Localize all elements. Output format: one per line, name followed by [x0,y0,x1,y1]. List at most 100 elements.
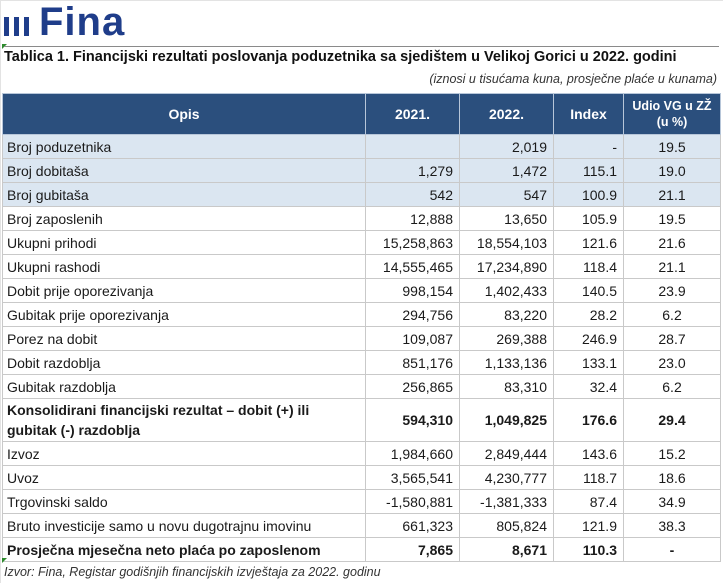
cell-2021[interactable]: 1,984,660 [365,441,460,466]
cell-udio[interactable]: 38.3 [623,513,721,538]
cell-index[interactable]: 118.4 [553,254,624,279]
cell-2022[interactable]: 1,133,136 [459,350,554,375]
cell-2021[interactable]: 998,154 [365,278,460,303]
cell-2021[interactable]: 15,258,863 [365,230,460,255]
cell-2022[interactable]: 17,234,890 [459,254,554,279]
cell-index[interactable]: 87.4 [553,489,624,514]
cell-udio[interactable]: 6.2 [623,302,721,327]
cell-index[interactable]: 28.2 [553,302,624,327]
cell-index[interactable]: 133.1 [553,350,624,375]
cell-2022[interactable]: 1,049,825 [459,398,554,442]
cell-opis[interactable]: Prosječna mjesečna neto plaća po zaposle… [2,537,366,562]
cell-udio[interactable]: 29.4 [623,398,721,442]
cell-2022[interactable]: 805,824 [459,513,554,538]
cell-opis[interactable]: Broj dobitaša [2,158,366,183]
table-row: Broj dobitaša 1,279 1,472 115.1 19.0 [2,158,721,183]
cell-2022[interactable]: 547 [459,182,554,207]
cell-index[interactable]: 105.9 [553,206,624,231]
table-row: Konsolidirani financijski rezultat – dob… [2,398,721,442]
cell-opis[interactable]: Gubitak prije oporezivanja [2,302,366,327]
cell-udio[interactable]: 23.9 [623,278,721,303]
cell-index[interactable]: 121.6 [553,230,624,255]
cell-udio[interactable]: - [623,537,721,562]
cell-2021[interactable]: 1,279 [365,158,460,183]
cell-opis[interactable]: Dobit prije oporezivanja [2,278,366,303]
cell-index[interactable]: 143.6 [553,441,624,466]
cell-opis[interactable]: Gubitak razdoblja [2,374,366,399]
cell-opis[interactable]: Izvoz [2,441,366,466]
cell-opis[interactable]: Porez na dobit [2,326,366,351]
cell-opis[interactable]: Ukupni rashodi [2,254,366,279]
cell-index[interactable]: 246.9 [553,326,624,351]
cell-2021[interactable]: 542 [365,182,460,207]
cell-2021[interactable]: 7,865 [365,537,460,562]
cell-2022[interactable]: 1,472 [459,158,554,183]
cell-udio[interactable]: 15.2 [623,441,721,466]
cell-opis[interactable]: Bruto investicije samo u novu dugotrajnu… [2,513,366,538]
cell-2021[interactable]: 109,087 [365,326,460,351]
cell-opis[interactable]: Trgovinski saldo [2,489,366,514]
cell-2022[interactable]: 18,554,103 [459,230,554,255]
cell-2021[interactable]: 3,565,541 [365,465,460,490]
cell-udio[interactable]: 6.2 [623,374,721,399]
cell-2021[interactable]: 594,310 [365,398,460,442]
cell-index[interactable]: 100.9 [553,182,624,207]
cell-2021[interactable] [365,134,460,159]
cell-opis[interactable]: Dobit razdoblja [2,350,366,375]
cell-index[interactable]: 176.6 [553,398,624,442]
cell-2021[interactable]: 661,323 [365,513,460,538]
cell-2021[interactable]: 256,865 [365,374,460,399]
cell-udio[interactable]: 21.6 [623,230,721,255]
cell-2021[interactable]: 14,555,465 [365,254,460,279]
cell-2022[interactable]: 13,650 [459,206,554,231]
cell-2021[interactable]: 294,756 [365,302,460,327]
header-index[interactable]: Index [553,93,624,135]
cell-2022[interactable]: 2,019 [459,134,554,159]
cell-udio[interactable]: 18.6 [623,465,721,490]
cell-2022[interactable]: -1,381,333 [459,489,554,514]
logo-text: Fina [39,0,126,44]
source-note: Izvor: Fina, Registar godišnjih financij… [4,565,381,579]
cell-udio[interactable]: 19.0 [623,158,721,183]
cell-udio[interactable]: 19.5 [623,134,721,159]
cell-index[interactable]: 110.3 [553,537,624,562]
cell-2022[interactable]: 8,671 [459,537,554,562]
header-2022[interactable]: 2022. [459,93,554,135]
cell-index[interactable]: 140.5 [553,278,624,303]
cell-udio[interactable]: 21.1 [623,254,721,279]
cell-2022[interactable]: 83,220 [459,302,554,327]
table-body: Broj poduzetnika 2,019-19.5 Broj dobitaša 1… [2,134,721,562]
cell-opis[interactable]: Broj zaposlenih [2,206,366,231]
cell-opis[interactable]: Broj poduzetnika [2,134,366,159]
cell-opis[interactable]: Uvoz [2,465,366,490]
cell-comment-marker [2,558,7,563]
cell-udio[interactable]: 23.0 [623,350,721,375]
header-opis[interactable]: Opis [2,93,366,135]
cell-2022[interactable]: 4,230,777 [459,465,554,490]
fina-logo: Fina [4,2,125,42]
cell-opis[interactable]: Ukupni prihodi [2,230,366,255]
cell-opis[interactable]: Broj gubitaša [2,182,366,207]
cell-2022[interactable]: 1,402,433 [459,278,554,303]
header-2021[interactable]: 2021. [365,93,460,135]
cell-index[interactable]: - [553,134,624,159]
cell-2022[interactable]: 2,849,444 [459,441,554,466]
cell-2022[interactable]: 83,310 [459,374,554,399]
cell-udio[interactable]: 28.7 [623,326,721,351]
cell-2021[interactable]: 851,176 [365,350,460,375]
cell-index[interactable]: 32.4 [553,374,624,399]
cell-2022[interactable]: 269,388 [459,326,554,351]
cell-udio[interactable]: 21.1 [623,182,721,207]
cell-index[interactable]: 115.1 [553,158,624,183]
table-title: Tablica 1. Financijski rezultati poslova… [4,46,719,65]
cell-udio[interactable]: 19.5 [623,206,721,231]
cell-index[interactable]: 121.9 [553,513,624,538]
cell-index[interactable]: 118.7 [553,465,624,490]
cell-opis[interactable]: Konsolidirani financijski rezultat – dob… [2,398,366,442]
cell-udio[interactable]: 34.9 [623,489,721,514]
header-udio[interactable]: Udio VG u ZŽ (u %) [623,93,721,135]
cell-2021[interactable]: 12,888 [365,206,460,231]
table-row: Prosječna mjesečna neto plaća po zaposle… [2,537,721,562]
table-row: Ukupni rashodi 14,555,465 17,234,890 118.4 2… [2,254,721,279]
cell-2021[interactable]: -1,580,881 [365,489,460,514]
